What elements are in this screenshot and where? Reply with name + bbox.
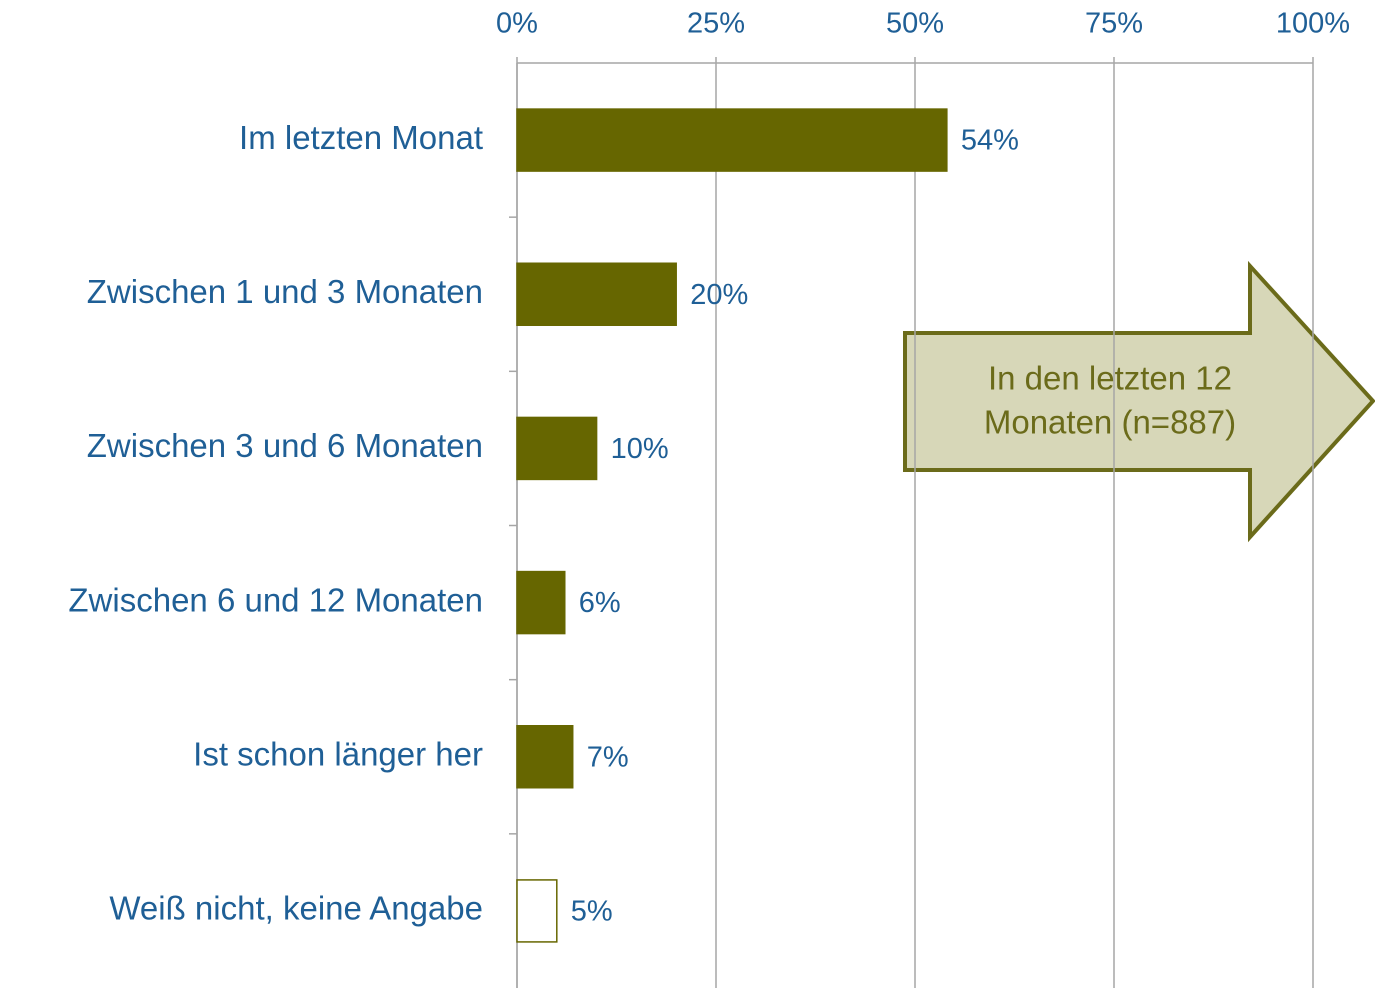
x-tick-label: 0%	[496, 8, 538, 40]
y-tick-label: Zwischen 3 und 6 Monaten	[87, 427, 483, 464]
value-label: 7%	[587, 741, 629, 773]
bar	[516, 879, 558, 943]
annotation-text: In den letzten 12	[988, 360, 1232, 397]
bar	[516, 108, 948, 172]
y-tick-label: Zwischen 1 und 3 Monaten	[87, 273, 483, 310]
annotation-text: Monaten (n=887)	[984, 404, 1236, 441]
annotation-arrow	[903, 260, 1375, 543]
y-tick-label: Zwischen 6 und 12 Monaten	[68, 581, 483, 618]
bar	[516, 416, 598, 481]
bar	[516, 262, 677, 326]
x-tick-label: 100%	[1276, 8, 1350, 40]
y-tick-label: Weiß nicht, keine Angabe	[109, 890, 483, 927]
value-label: 10%	[611, 433, 669, 465]
value-label: 5%	[571, 896, 613, 928]
bar	[516, 725, 574, 789]
value-label: 6%	[579, 587, 621, 619]
x-tick-label: 50%	[886, 8, 944, 40]
x-tick-label: 75%	[1085, 8, 1143, 40]
y-tick-label: Ist schon länger her	[193, 735, 483, 772]
bar	[516, 570, 566, 635]
value-label: 20%	[690, 279, 748, 311]
x-tick-label: 25%	[687, 8, 745, 40]
value-label: 54%	[961, 125, 1019, 157]
y-tick-label: Im letzten Monat	[239, 119, 483, 156]
